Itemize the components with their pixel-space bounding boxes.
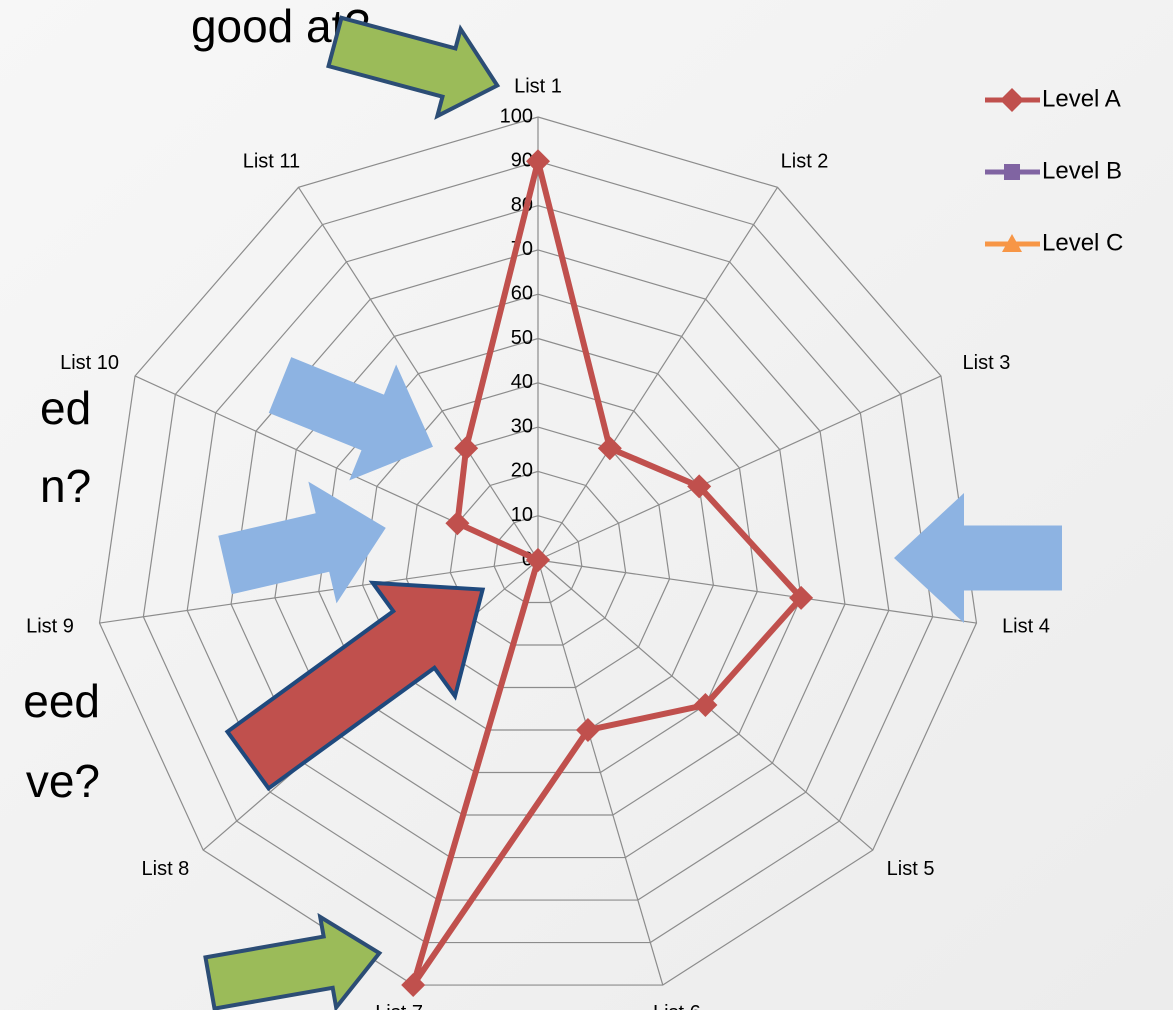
marker [401,973,426,998]
arrow [894,493,1062,623]
marker [789,585,814,610]
marker [1000,88,1024,112]
marker [1004,164,1020,180]
marker [1002,234,1022,252]
legend-label: Level B [1042,157,1122,184]
grid-ring [405,426,671,689]
spoke [537,375,942,561]
spoke [537,187,779,561]
marker [526,548,550,572]
legend-label: Level C [1042,229,1123,256]
tick-label: 50 [511,327,533,349]
radar-chart: List 1 List 2 List 3 List 4 List 5 List 6 List… [26,75,1123,1010]
grid-ring [361,382,715,731]
marker [454,436,479,461]
tick-label: 20 [511,460,533,482]
tick-label: 100 [500,105,533,127]
spoke [537,559,977,624]
tick-label: 60 [511,282,533,304]
tick-label: 30 [511,415,533,437]
grid-ring [318,337,758,774]
axis-label: List 6 [653,1002,701,1010]
legend-label: Level A [1042,85,1121,112]
axis-label: List 8 [142,858,190,880]
spoke [537,559,664,986]
marker [445,511,470,536]
arrow [224,580,486,792]
arrow [326,15,501,120]
arrow [218,481,386,604]
marker [693,693,718,718]
marker [687,474,712,499]
axis-label: List 7 [375,1002,423,1010]
slide-text: n? [40,460,91,512]
axis-label: List 10 [60,352,119,374]
axis-label: List 9 [26,616,74,638]
spoke [297,187,539,561]
axis-label: List 3 [963,352,1011,374]
grid-ring [493,515,583,604]
marker [575,718,600,743]
arrows [203,15,1062,1010]
tick-label: 40 [511,371,533,393]
spoke [99,559,539,624]
grid-ring [98,116,978,986]
grid-ring [186,204,890,901]
axis-label: List 2 [781,150,829,172]
axis-label: List 4 [1002,616,1050,638]
marker [526,149,550,174]
slide-text: ve? [26,755,100,807]
tick-label: 90 [511,150,533,172]
arrow [268,357,433,481]
arrow [203,912,383,1010]
axis-label: List 11 [243,150,300,172]
slide-text: eed [23,675,100,727]
axis-label: List 1 [514,75,562,97]
grid-ring [274,293,802,816]
tick-label: 10 [511,504,533,526]
slide-text: ed [40,382,91,434]
grid-ring [142,160,934,944]
axis-label: List 5 [887,858,935,880]
marker [597,436,622,461]
